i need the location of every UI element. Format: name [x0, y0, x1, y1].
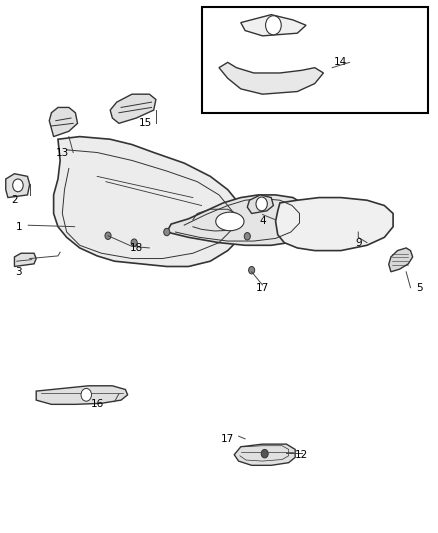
Polygon shape	[389, 248, 413, 272]
Text: 13: 13	[56, 148, 69, 158]
Circle shape	[261, 449, 268, 458]
Circle shape	[131, 239, 137, 246]
Text: 3: 3	[15, 267, 22, 277]
Polygon shape	[36, 386, 127, 405]
Circle shape	[256, 197, 267, 211]
Polygon shape	[247, 195, 273, 214]
Polygon shape	[219, 62, 323, 94]
Circle shape	[164, 228, 170, 236]
FancyBboxPatch shape	[201, 7, 428, 113]
Circle shape	[265, 15, 281, 35]
Text: 4: 4	[259, 216, 266, 227]
Text: 15: 15	[138, 118, 152, 128]
Polygon shape	[276, 198, 393, 251]
Polygon shape	[110, 94, 156, 123]
Text: 5: 5	[416, 282, 423, 293]
Text: 2: 2	[11, 195, 18, 205]
Polygon shape	[14, 253, 36, 266]
Text: 14: 14	[334, 58, 347, 67]
Text: 9: 9	[355, 238, 362, 248]
Text: 12: 12	[295, 450, 308, 460]
Text: 16: 16	[91, 399, 104, 409]
Circle shape	[13, 179, 23, 192]
Polygon shape	[6, 174, 30, 198]
Polygon shape	[167, 195, 315, 245]
Text: 18: 18	[130, 243, 143, 253]
Circle shape	[244, 232, 251, 240]
Circle shape	[105, 232, 111, 239]
Circle shape	[249, 266, 254, 274]
Polygon shape	[53, 136, 245, 266]
Polygon shape	[49, 108, 78, 136]
Text: 17: 17	[256, 282, 269, 293]
Ellipse shape	[216, 212, 244, 231]
Polygon shape	[234, 444, 295, 465]
Polygon shape	[241, 14, 306, 36]
Circle shape	[81, 389, 92, 401]
Text: 17: 17	[221, 434, 234, 444]
Text: 1: 1	[15, 222, 22, 232]
